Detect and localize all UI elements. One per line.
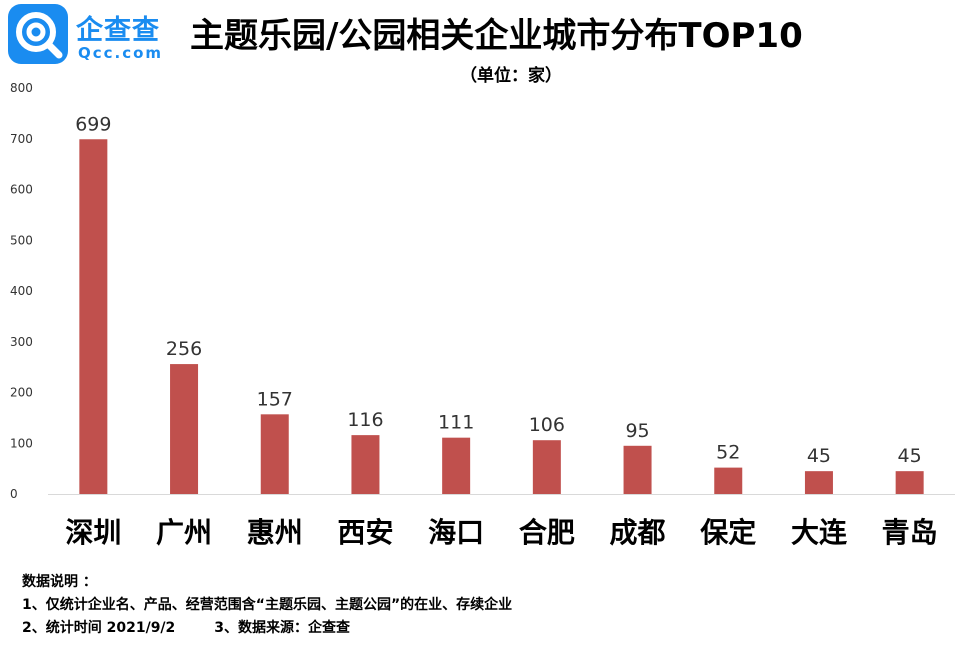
bar-value-label: 256 bbox=[166, 338, 202, 360]
bar-value-label: 95 bbox=[625, 420, 649, 442]
y-tick-label: 600 bbox=[10, 183, 33, 197]
category-label: 青岛 bbox=[882, 516, 938, 549]
category-label: 合肥 bbox=[519, 516, 575, 549]
bar bbox=[442, 437, 471, 494]
bar bbox=[260, 414, 289, 494]
bar bbox=[351, 435, 380, 494]
y-tick-label: 400 bbox=[10, 284, 33, 298]
bar-value-label: 699 bbox=[75, 113, 111, 135]
y-tick-label: 800 bbox=[10, 81, 33, 95]
bar-chart: 0 100 200 300 400 500 600 700 800 699 256 157 116 11… bbox=[10, 81, 955, 549]
category-label: 保定 bbox=[700, 516, 756, 549]
bar bbox=[79, 139, 108, 494]
bar bbox=[170, 364, 199, 494]
bars bbox=[79, 139, 924, 494]
y-tick-label: 200 bbox=[10, 386, 33, 400]
bar bbox=[714, 467, 743, 494]
category-label: 成都 bbox=[610, 516, 666, 549]
notes-line-1: 1、仅统计企业名、产品、经营范围含“主题乐园、主题公园”的在业、存续企业 bbox=[22, 597, 513, 613]
logo-name: 企查查 bbox=[76, 15, 160, 46]
qcc-logo: 企查查 Qcc.com bbox=[8, 4, 183, 64]
logo-mark bbox=[8, 4, 68, 64]
bar-value-label: 45 bbox=[807, 445, 831, 467]
category-label: 西安 bbox=[337, 516, 393, 549]
category-label: 惠州 bbox=[247, 516, 303, 549]
y-tick-label: 300 bbox=[10, 335, 33, 349]
category-label: 大连 bbox=[791, 516, 848, 549]
data-notes: 数据说明 ： 1、仅统计企业名、产品、经营范围含“主题乐园、主题公园”的在业、存… bbox=[22, 571, 512, 640]
y-tick-label: 500 bbox=[10, 233, 33, 247]
y-axis: 0 100 200 300 400 500 600 700 800 bbox=[10, 81, 33, 501]
category-label: 深圳 bbox=[65, 516, 121, 549]
chart-title: 主题乐园/公园相关企业城市分布TOP10 bbox=[190, 16, 803, 56]
bar bbox=[895, 471, 924, 494]
value-labels: 699 256 157 116 111 106 95 52 45 45 bbox=[75, 113, 922, 467]
category-label: 广州 bbox=[156, 516, 212, 549]
bar-value-label: 116 bbox=[347, 409, 383, 431]
bar-value-label: 52 bbox=[716, 442, 740, 464]
notes-heading: 数据说明 ： bbox=[22, 574, 97, 590]
bar bbox=[623, 445, 652, 494]
bar bbox=[532, 440, 561, 494]
category-label: 海口 bbox=[428, 516, 484, 549]
logo-domain: Qcc.com bbox=[78, 44, 164, 62]
chart-unit: （单位：家） bbox=[460, 66, 562, 86]
bar-value-label: 45 bbox=[898, 445, 922, 467]
y-tick-label: 0 bbox=[10, 487, 18, 501]
notes-line-2: 2、统计时间 2021/9/2 3、数据来源：企查查 bbox=[22, 620, 351, 636]
bar bbox=[804, 471, 833, 494]
bar-value-label: 111 bbox=[438, 412, 474, 434]
bar-value-label: 106 bbox=[529, 414, 565, 436]
y-tick-label: 700 bbox=[10, 132, 33, 146]
logo-magnifier-icon bbox=[16, 12, 63, 59]
category-labels: 深圳 广州 惠州 西安 海口 合肥 成都 保定 大连 青岛 bbox=[65, 516, 937, 549]
bar-value-label: 157 bbox=[257, 388, 293, 410]
y-tick-label: 100 bbox=[10, 436, 33, 450]
